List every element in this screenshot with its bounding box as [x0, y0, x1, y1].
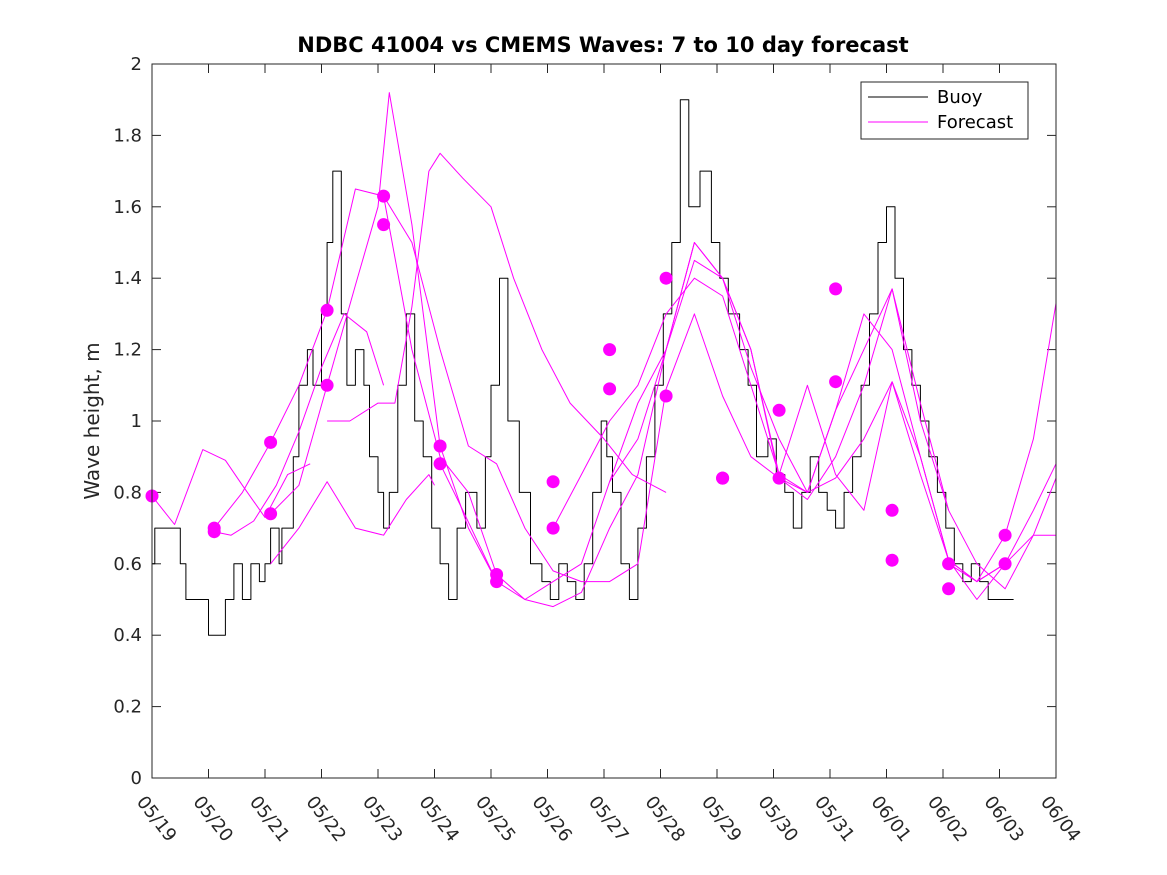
y-tick-label: 0.8 [113, 482, 142, 503]
forecast-line [891, 381, 1056, 600]
forecast-line [665, 288, 950, 511]
forecast-marker [320, 378, 334, 392]
plot-frame [151, 63, 1057, 779]
y-tick-label: 0.4 [113, 625, 142, 646]
y-tick-label: 1.6 [113, 197, 142, 218]
buoy-line [152, 99, 1014, 636]
forecast-line [835, 288, 1057, 590]
forecast-marker [942, 582, 956, 596]
chart-title: NDBC 41004 vs CMEMS Waves: 7 to 10 day f… [297, 33, 908, 57]
forecast-marker [207, 525, 221, 539]
forecast-marker [433, 439, 447, 453]
y-tick-label: 0.6 [113, 554, 142, 575]
forecast-marker [377, 189, 391, 203]
legend: Buoy Forecast [860, 81, 1029, 140]
forecast-marker [829, 375, 843, 389]
forecast-marker [659, 389, 673, 403]
forecast-line [383, 195, 667, 583]
forecast-line [439, 259, 723, 608]
legend-forecast-label: Forecast [937, 112, 1013, 133]
y-axis-label: Wave height, m [80, 342, 104, 499]
forecast-marker [885, 553, 899, 567]
forecast-marker [320, 303, 334, 317]
forecast-marker [998, 528, 1012, 542]
forecast-marker [772, 471, 786, 485]
forecast-marker [490, 575, 504, 589]
forecast-line [213, 188, 498, 575]
forecast-line [151, 449, 311, 525]
forecast-marker [264, 435, 278, 449]
forecast-marker [885, 503, 899, 517]
forecast-marker [603, 343, 617, 357]
y-tick-label: 1 [131, 411, 142, 432]
forecast-marker [603, 382, 617, 396]
legend-box [860, 81, 1029, 140]
forecast-line [609, 242, 893, 493]
forecast-line [552, 277, 837, 529]
forecast-marker [377, 218, 391, 232]
y-tick-label: 1.2 [113, 340, 142, 361]
forecast-line [327, 152, 667, 493]
forecast-line [270, 92, 498, 582]
y-tick-label: 1.4 [113, 268, 142, 289]
forecast-marker [998, 557, 1012, 571]
forecast-marker [433, 457, 447, 471]
y-tick-label: 0.2 [113, 697, 142, 718]
y-tick-label: 1.8 [113, 125, 142, 146]
forecast-line [214, 313, 385, 536]
series-layer [151, 92, 1057, 636]
y-tick-label: 0 [131, 768, 142, 789]
forecast-marker [716, 471, 730, 485]
forecast-marker [264, 507, 278, 521]
forecast-marker [942, 557, 956, 571]
forecast-marker [772, 403, 786, 417]
y-tick-label: 2 [131, 54, 142, 75]
forecast-marker [546, 475, 560, 489]
forecast-marker [546, 521, 560, 535]
forecast-marker [829, 282, 843, 296]
forecast-marker [659, 271, 673, 285]
y-tick-labels: 0 0.2 0.4 0.6 0.8 1 1.2 1.4 1.6 1.8 2 [113, 54, 142, 789]
legend-buoy-label: Buoy [937, 87, 983, 108]
marker-layer [145, 189, 1012, 596]
forecast-line [270, 474, 435, 565]
